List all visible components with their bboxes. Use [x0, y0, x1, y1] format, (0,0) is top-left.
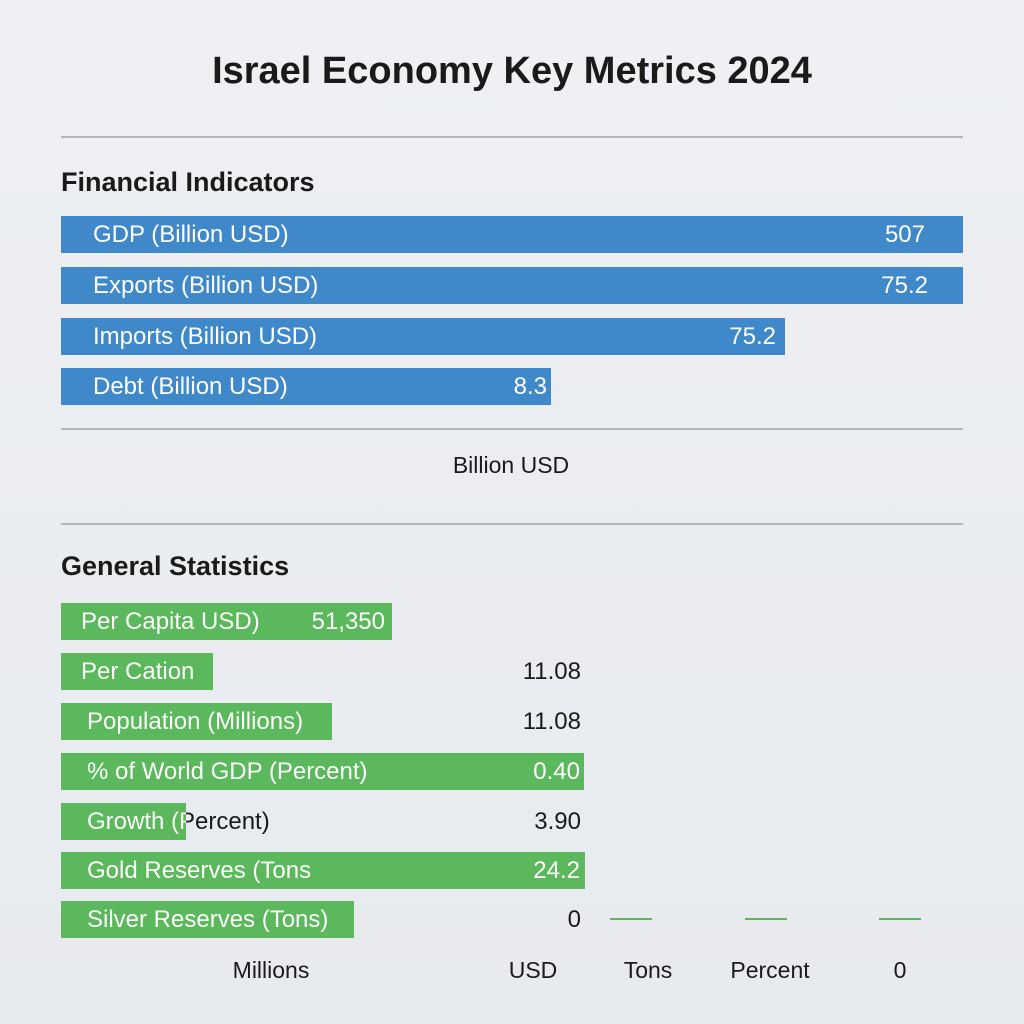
row-value: 0.40 [533, 758, 580, 785]
section-heading: General Statistics [61, 551, 290, 581]
unit-label: Tons [623, 957, 673, 983]
bar [61, 318, 785, 355]
divider [61, 136, 963, 138]
bar [61, 852, 585, 889]
row-label: Imports (Billion USD) [93, 323, 318, 350]
unit-label: Billion USD [452, 452, 570, 478]
row-label: Debt (Billion USD) [93, 373, 288, 400]
row-label: Exports (Billion USD) [93, 272, 319, 299]
bar [61, 216, 963, 253]
row-value: 11.08 [522, 708, 581, 735]
unit-label: Millions [232, 957, 310, 983]
bar [61, 368, 551, 405]
row-value: 24.2 [533, 857, 580, 884]
row-value: 75.2 [729, 323, 776, 350]
unit-label: Percent [730, 957, 810, 983]
row-value: 11.08 [522, 658, 581, 685]
row-value: 51,350 [311, 608, 385, 635]
row-label: % of World GDP (Percent) [87, 753, 368, 790]
row-value: 3.90 [534, 808, 581, 835]
row-label: Population (Millions) [87, 703, 303, 740]
bar [61, 803, 186, 840]
legend-dash [610, 918, 652, 920]
bar [61, 703, 332, 740]
bar [61, 901, 354, 938]
unit-label: USD [508, 957, 558, 983]
legend-dash [879, 918, 921, 920]
row-label: Growth (Percent) [87, 803, 270, 840]
row-label: Silver Reserves (Tons) [87, 901, 328, 938]
row-label: GDP (Billion USD) [93, 221, 289, 248]
row-value: 0 [567, 906, 581, 933]
row-label: Per Cation [81, 653, 194, 690]
legend-dash [745, 918, 787, 920]
divider [61, 428, 963, 430]
section-heading: Financial Indicators [61, 167, 315, 197]
row-value: 507 [884, 221, 925, 248]
unit-label: 0 [893, 957, 907, 983]
bar [61, 267, 963, 304]
bar [61, 653, 213, 690]
divider [61, 523, 963, 525]
row-label: Per Capita USD) [81, 603, 260, 640]
bar [61, 753, 584, 790]
row-value: 8.3 [513, 373, 547, 400]
row-label: Gold Reserves (Tons [87, 852, 311, 889]
page-title: Israel Economy Key Metrics 2024 [212, 50, 812, 92]
row-value: 75.2 [881, 272, 928, 299]
bar [61, 603, 392, 640]
